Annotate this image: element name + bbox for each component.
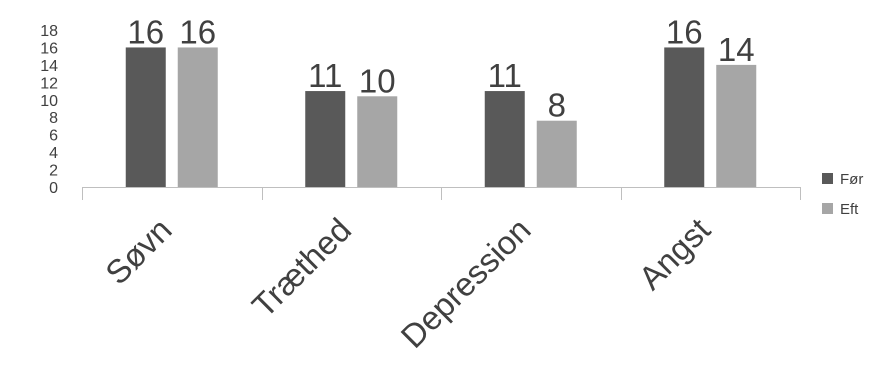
y-tick-label: 10 [40, 93, 58, 110]
y-tick-label: 8 [49, 110, 58, 127]
bar [305, 91, 346, 187]
y-tick-label: 4 [49, 145, 58, 162]
y-tick-label: 14 [40, 58, 58, 75]
y-tick-label: 12 [40, 75, 58, 92]
y-tick-label: 6 [49, 128, 58, 145]
legend-label: Før [840, 171, 863, 188]
bar [177, 47, 218, 187]
bar [484, 91, 525, 187]
bar [716, 64, 757, 187]
x-tick-label: Søvn [98, 211, 179, 292]
bar [125, 47, 166, 187]
y-tick-label: 2 [49, 163, 58, 180]
legend-swatch [822, 203, 833, 214]
data-label: 8 [548, 87, 566, 124]
data-label: 16 [127, 13, 164, 50]
data-label: 14 [718, 31, 755, 68]
data-label: 11 [488, 57, 522, 94]
legend-label: Eft [840, 201, 859, 218]
y-tick-label: 0 [49, 180, 58, 197]
x-tick-label: Depression [394, 211, 538, 355]
bars [125, 47, 757, 187]
data-label: 16 [179, 13, 216, 50]
x-tick-label: Træthed [245, 211, 358, 324]
data-label: 10 [359, 62, 396, 99]
data-labels: 16 16 11 10 11 8 16 14 [127, 13, 754, 123]
bar [664, 47, 705, 187]
x-axis: Søvn Træthed Depression Angst [82, 187, 801, 355]
legend: Før Eft [822, 171, 863, 218]
data-label: 11 [308, 57, 342, 94]
y-tick-label: 18 [40, 23, 58, 40]
bar [357, 96, 398, 187]
legend-swatch [822, 173, 833, 184]
x-tick-label: Angst [631, 211, 717, 297]
bar [536, 120, 577, 187]
y-tick-label: 16 [40, 40, 58, 57]
data-label: 16 [666, 13, 703, 50]
